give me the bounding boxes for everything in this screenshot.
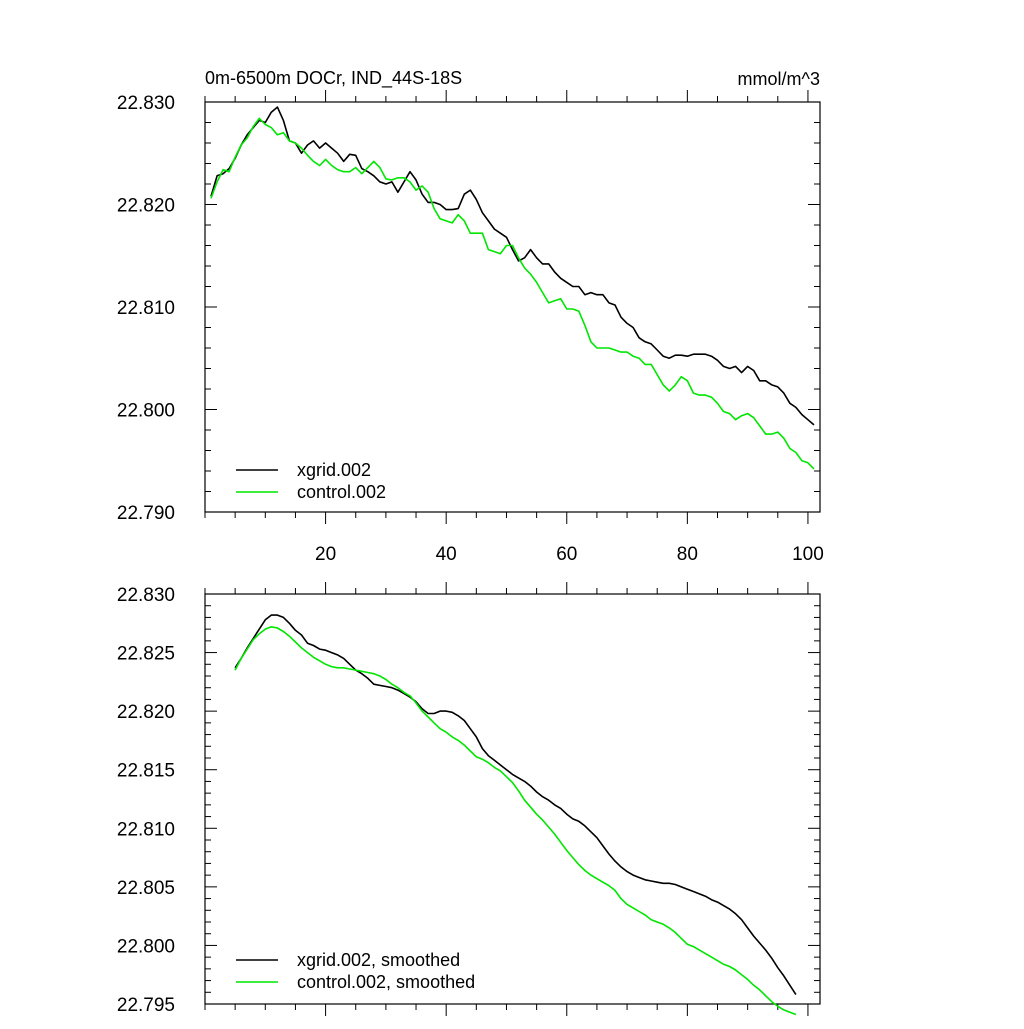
plot-frame [204, 593, 821, 1005]
series-line-xgrid [210, 106, 815, 426]
y-tick-label: 22.790 [117, 503, 175, 524]
x-tick-label: 40 [436, 544, 457, 565]
y-tick-label: 22.800 [117, 936, 175, 957]
x-tick-label: 100 [792, 544, 824, 565]
y-tick-label: 22.820 [117, 702, 175, 723]
y-tick-label: 22.810 [117, 819, 175, 840]
x-tick-label: 60 [556, 544, 577, 565]
y-tick-label: 22.800 [117, 401, 175, 422]
series-line-control [234, 625, 797, 1016]
y-tick-label: 22.810 [117, 298, 175, 319]
legend-label-control: control.002, smoothed [297, 972, 475, 992]
x-tick-label: 80 [677, 544, 698, 565]
top-panel: 22.790 22.800 22.810 22.820 22.830 20 40 60 80 10… [117, 68, 824, 565]
units-label: mmol/m^3 [738, 69, 820, 89]
y-tick-label: 22.830 [117, 585, 175, 606]
y-tick-label: 22.825 [117, 644, 175, 665]
chart-title: 0m-6500m DOCr, IND_44S-18S [205, 68, 462, 89]
x-tick-label: 20 [315, 544, 336, 565]
legend-label-xgrid: xgrid.002, smoothed [297, 950, 460, 970]
plot-frame [204, 101, 821, 513]
y-tick-label: 22.795 [117, 995, 175, 1016]
legend-label-xgrid: xgrid.002 [297, 460, 371, 480]
y-tick-label: 22.820 [117, 196, 175, 217]
series-line-control [210, 117, 815, 470]
y-tick-label: 22.805 [117, 878, 175, 899]
bottom-panel: 22.795 22.800 22.805 22.810 22.815 22.820 22.8… [117, 582, 821, 1016]
legend-label-control: control.002 [297, 482, 386, 502]
y-tick-label: 22.830 [117, 93, 175, 114]
series-line-xgrid [234, 614, 797, 996]
y-tick-label: 22.815 [117, 761, 175, 782]
